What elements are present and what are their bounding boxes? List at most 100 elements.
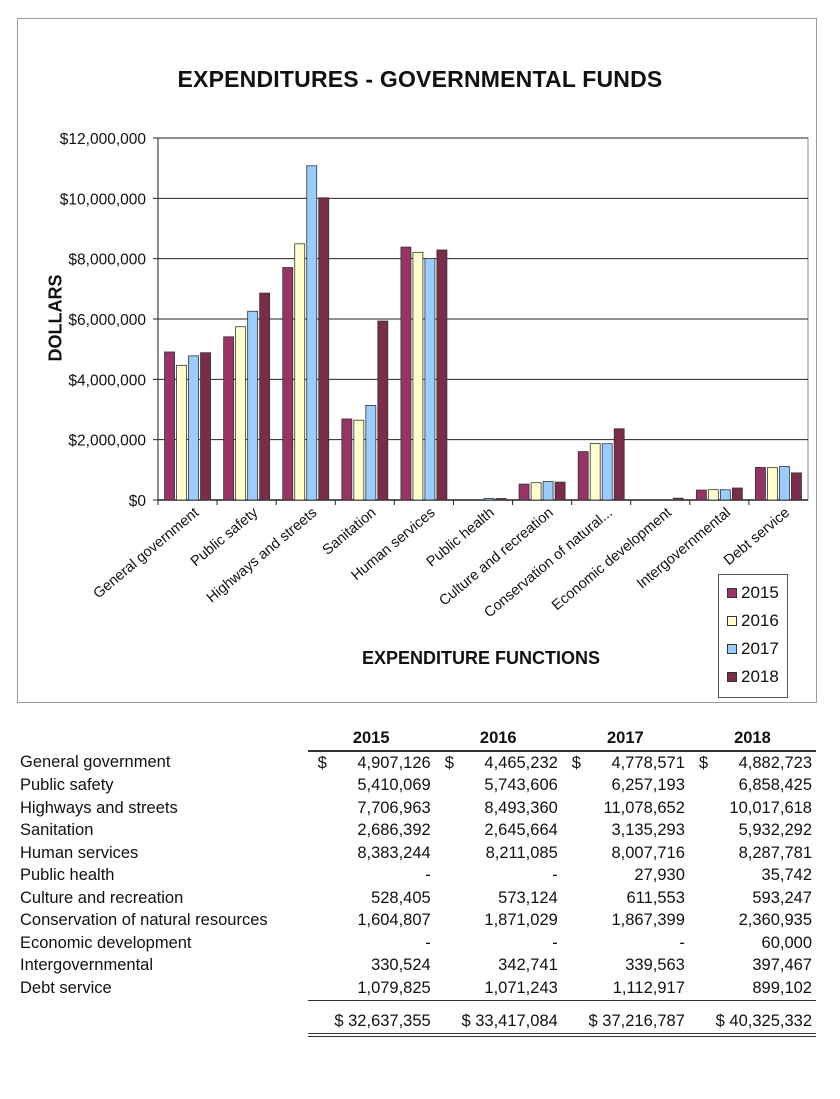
bar	[707, 489, 719, 501]
bar	[731, 487, 743, 501]
cell-value: 8,287,781	[738, 843, 812, 862]
cell-value: 573,124	[498, 888, 558, 907]
cell-value: 5,410,069	[357, 776, 431, 795]
bar	[365, 405, 377, 501]
spacer-cell	[308, 1000, 435, 1011]
table-header-blank	[16, 726, 308, 751]
cell-value: 397,467	[752, 956, 812, 975]
y-tick-label: $8,000,000	[68, 252, 146, 269]
table-row: Public health - - 27,930 35,742	[16, 865, 816, 888]
bar	[554, 481, 566, 501]
cell-value: 330,524	[371, 956, 431, 975]
bar	[188, 355, 199, 501]
bar	[259, 292, 271, 501]
y-tick-label: $2,000,000	[68, 433, 146, 450]
currency-symbol: $	[698, 753, 709, 772]
row-label: General government	[20, 753, 171, 772]
cell-value: -	[425, 866, 431, 885]
cell-value: 5,743,606	[484, 776, 558, 795]
currency-symbol: $	[317, 753, 327, 772]
cell-value: 528,405	[371, 888, 431, 907]
legend-label: 2015	[741, 583, 779, 602]
table-row: Debt service 1,079,825 1,071,243 1,112,917 8…	[16, 977, 816, 1001]
cell-value: 3,135,293	[611, 821, 685, 840]
year-header: 2015	[307, 726, 435, 752]
cell-value: 1,112,917	[561, 977, 689, 1001]
bar	[518, 483, 530, 501]
legend-label: 2018	[741, 667, 779, 686]
bar	[791, 472, 802, 501]
totals-label-cell	[16, 1011, 308, 1036]
cell-value: 8,383,244	[357, 843, 431, 862]
bar	[353, 419, 365, 501]
bar	[436, 249, 448, 501]
x-tick-label: Highways and streets	[204, 505, 320, 606]
bar	[483, 498, 495, 501]
bar	[164, 351, 175, 501]
legend-label: 2017	[741, 639, 779, 658]
cell-value: 611,553	[626, 888, 685, 907]
bar	[755, 467, 766, 501]
cell-number: 4,882,723	[738, 753, 812, 772]
spacer-cell	[562, 1000, 689, 1011]
cell-value: 1,079,825	[307, 977, 435, 1001]
cell-value: 1,871,029	[484, 911, 558, 930]
total-value: $ 32,637,355	[307, 1010, 435, 1037]
x-tick-label: General government	[91, 505, 203, 602]
total-value: $ 33,417,084	[434, 1010, 562, 1037]
legend-item: 2016	[727, 607, 787, 635]
row-label: Debt service	[20, 979, 112, 997]
spacer-cell	[689, 1000, 816, 1011]
x-tick-label: Debt service	[721, 505, 793, 569]
cell-value: -	[679, 933, 685, 952]
bar	[672, 497, 684, 501]
row-label: Conservation of natural resources	[20, 911, 268, 930]
table-row: Intergovernmental 330,524 342,741 339,563 39…	[16, 955, 816, 978]
bar	[719, 489, 731, 501]
legend-item: 2018	[727, 663, 787, 691]
chart-title: EXPENDITURES - GOVERNMENTAL FUNDS	[177, 66, 663, 92]
table-row: Economic development - - - 60,000	[16, 932, 816, 955]
legend-item: 2015	[727, 579, 787, 607]
table-header-row: 2015 2016 2017 2018	[16, 726, 816, 752]
bar	[424, 258, 436, 501]
bar	[200, 352, 211, 501]
bar	[412, 251, 424, 501]
spacer-cell	[16, 1000, 308, 1011]
spacer-row	[16, 1000, 816, 1011]
cell-value: 6,257,193	[611, 776, 685, 795]
bar-chart: $0 $2,000,000 $4,000,000 $6,000,000 $8,000,0…	[60, 131, 809, 621]
legend-label: 2016	[741, 611, 779, 630]
x-tick-label: Culture and recreation	[436, 505, 556, 609]
bar	[306, 165, 318, 501]
currency-symbol: $	[571, 753, 581, 772]
row-label: Intergovernmental	[20, 956, 153, 975]
row-label: Public health	[20, 866, 115, 885]
currency-symbol: $	[444, 753, 454, 772]
cell-value: 1,604,807	[357, 911, 431, 930]
cell-number: 4,778,571	[611, 753, 685, 772]
year-header: 2017	[561, 726, 689, 752]
bar	[601, 443, 613, 501]
row-label: Human services	[20, 843, 139, 862]
cell-value: 8,211,085	[485, 843, 558, 862]
table-body: General government $4,907,126 $4,465,232 $4…	[16, 751, 816, 1037]
cell-value: 60,000	[761, 933, 812, 952]
bar	[542, 481, 554, 501]
bar	[223, 336, 235, 501]
cell-value: $4,907,126	[308, 751, 435, 775]
cell-number: 4,465,232	[484, 753, 558, 772]
cell-value: 10,017,618	[729, 798, 812, 817]
bar	[613, 428, 625, 501]
bar	[400, 246, 412, 501]
table-row: Human services 8,383,244 8,211,085 8,007,71…	[16, 842, 816, 865]
bar	[495, 498, 507, 501]
cell-value: 35,742	[761, 866, 812, 885]
cell-value: 11,078,652	[603, 798, 685, 817]
row-label: Culture and recreation	[20, 888, 184, 907]
bar	[176, 364, 187, 501]
total-value: $ 40,325,332	[688, 1010, 816, 1037]
y-axis-title: DOLLARS	[45, 274, 66, 362]
cell-value: -	[425, 933, 431, 952]
y-tick-label: $12,000,000	[60, 131, 147, 148]
